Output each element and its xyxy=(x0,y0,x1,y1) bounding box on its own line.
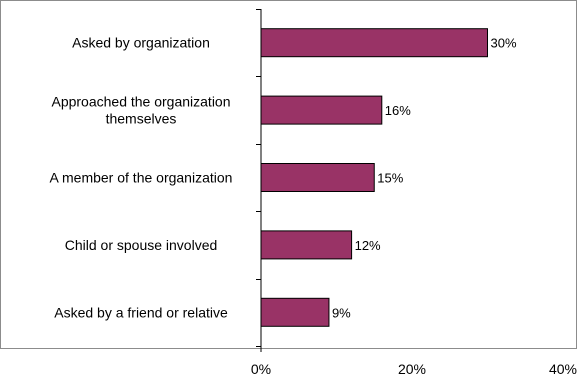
data-label: 16% xyxy=(385,103,411,118)
bar xyxy=(260,163,375,192)
data-label: 12% xyxy=(355,238,381,253)
data-label: 30% xyxy=(491,36,517,51)
category-label: A member of the organization xyxy=(50,170,233,186)
category-labels: Asked by organization Approached the orga… xyxy=(50,35,233,321)
bar xyxy=(260,230,353,260)
data-label: 9% xyxy=(332,305,351,320)
chart-frame xyxy=(0,0,577,349)
axes xyxy=(256,9,262,352)
x-tick-label: 40% xyxy=(549,361,577,377)
category-label: themselves xyxy=(106,111,177,127)
category-label: Approached the organization xyxy=(51,94,230,110)
value-labels: 30% 16% 15% 12% 9% xyxy=(332,36,517,321)
category-label: Asked by organization xyxy=(72,35,210,51)
bar xyxy=(260,95,383,125)
x-tick-labels: 0% 20% 40% xyxy=(251,361,577,377)
x-tick-label: 0% xyxy=(251,361,271,377)
category-label: Child or spouse involved xyxy=(65,237,218,253)
data-label: 15% xyxy=(377,171,403,186)
x-tick-label: 20% xyxy=(398,361,426,377)
bars xyxy=(260,28,488,327)
bar xyxy=(260,297,330,327)
category-label: Asked by a friend or relative xyxy=(54,304,228,320)
bar xyxy=(260,28,488,58)
